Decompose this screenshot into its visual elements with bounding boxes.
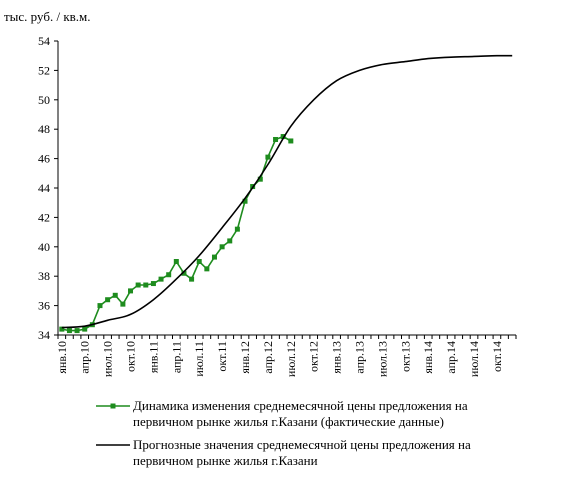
series-actual	[59, 134, 294, 334]
x-tick-label: апр.11	[169, 341, 183, 373]
x-tick-label: апр.12	[261, 341, 275, 374]
data-point	[280, 134, 286, 140]
data-point	[97, 303, 103, 309]
data-point	[173, 259, 179, 264]
y-tick-label: 48	[38, 122, 50, 136]
data-point	[158, 276, 164, 282]
data-point	[181, 270, 187, 276]
x-tick-label: окт.10	[124, 341, 138, 372]
x-tick-label: апр.14	[444, 341, 458, 374]
data-point	[135, 282, 141, 288]
legend-label-line: первичном рынке жилья г.Казани	[133, 453, 318, 468]
data-point	[120, 301, 126, 307]
x-tick-label: июл.10	[101, 341, 115, 377]
y-tick-label: 50	[38, 93, 50, 107]
data-point	[128, 288, 134, 294]
data-point	[196, 259, 202, 264]
plot-area: 34 36 38 40 42 44 46 48 50 52 54 янв.10 апр.10 июл.10…	[38, 34, 517, 377]
x-tick-label: окт.13	[398, 341, 412, 372]
x-tick-label: янв.14	[421, 341, 435, 374]
y-tick-label: 36	[38, 299, 50, 313]
legend-label-line: Прогнозные значения среднемесячной цены …	[133, 437, 471, 452]
x-tick-label: июл.11	[192, 341, 206, 377]
data-point	[112, 292, 118, 298]
y-tick-label: 54	[38, 34, 50, 48]
x-tick-label: июл.14	[467, 341, 481, 377]
x-tick-label: янв.12	[238, 341, 252, 374]
data-point	[82, 326, 88, 332]
legend-entry-actual: Динамика изменения среднемесячной цены п…	[96, 398, 468, 429]
y-tick-label: 44	[38, 181, 50, 195]
legend-label-line: первичном рынке жилья г.Казани (фактичес…	[133, 414, 444, 429]
legend-label-line: Динамика изменения среднемесячной цены п…	[133, 398, 468, 413]
data-point	[242, 198, 248, 204]
data-point	[234, 226, 240, 232]
x-tick-label: июл.12	[284, 341, 298, 377]
y-tick-label: 38	[38, 269, 50, 283]
data-point	[273, 136, 279, 142]
x-tick-label: июл.13	[375, 341, 389, 377]
series-forecast	[61, 54, 513, 329]
y-tick-label: 34	[38, 328, 50, 342]
series-line	[61, 54, 513, 329]
y-axis-label: тыс. руб. / кв.м.	[4, 9, 91, 24]
data-point	[219, 244, 225, 250]
data-point	[59, 326, 65, 332]
series-line	[61, 135, 292, 332]
legend-label: Прогнозные значения среднемесячной цены …	[133, 437, 471, 468]
data-point	[288, 138, 294, 144]
data-point	[265, 154, 271, 160]
data-point	[204, 266, 210, 272]
data-point	[227, 238, 233, 244]
data-point	[189, 276, 195, 282]
data-point	[211, 254, 217, 260]
x-tick-label: апр.10	[78, 341, 92, 374]
x-tick-label: окт.14	[490, 341, 504, 372]
x-tick-label: окт.12	[307, 341, 321, 372]
y-tick-label: 52	[38, 63, 50, 77]
data-point	[74, 328, 80, 334]
x-tick-label: окт.11	[215, 341, 229, 372]
x-tick-label: апр.13	[353, 341, 367, 374]
legend-entry-forecast: Прогнозные значения среднемесячной цены …	[96, 437, 471, 468]
data-point	[66, 328, 72, 334]
data-point	[150, 281, 156, 287]
y-tick-label: 40	[38, 240, 50, 254]
x-tick-label: янв.13	[330, 341, 344, 374]
y-tick-label: 46	[38, 152, 50, 166]
x-tick-label: янв.10	[55, 341, 69, 374]
y-tick-label: 42	[38, 210, 50, 224]
x-tick-label: янв.11	[146, 341, 160, 373]
legend-marker	[110, 403, 116, 409]
data-point	[166, 272, 172, 278]
legend: Динамика изменения среднемесячной цены п…	[96, 398, 471, 468]
data-point	[143, 282, 149, 288]
data-point	[257, 176, 263, 182]
data-point	[105, 297, 111, 303]
legend-label: Динамика изменения среднемесячной цены п…	[133, 398, 468, 429]
